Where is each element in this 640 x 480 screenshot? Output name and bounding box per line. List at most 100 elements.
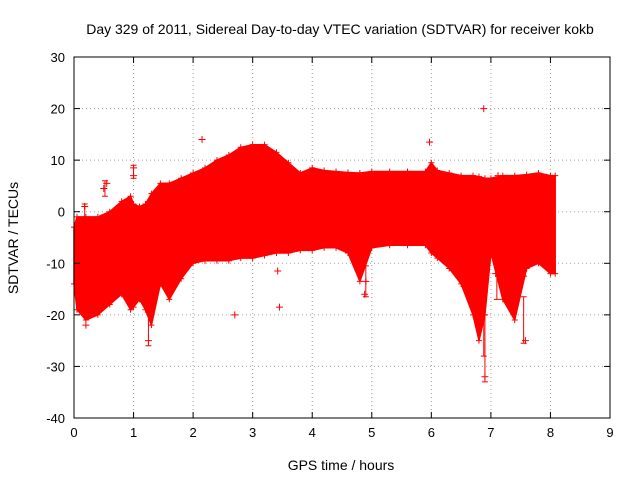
lower-edge-point [285, 249, 292, 256]
lower-edge-point [225, 257, 232, 264]
upper-edge-point [487, 175, 494, 182]
lower-edge-point [202, 257, 209, 264]
lower-edge-point [136, 296, 143, 303]
upper-edge-point [321, 167, 328, 174]
outlier-point [275, 303, 283, 311]
lower-edge-point [166, 296, 173, 303]
outlier-point [426, 138, 434, 146]
upper-edge-point [136, 203, 143, 210]
y-tick-label: -10 [46, 256, 65, 271]
lower-edge-point [94, 311, 101, 318]
lower-edge-point [127, 306, 134, 313]
lower-edge-point [148, 322, 155, 329]
upper-edge-point [535, 170, 542, 177]
upper-edge-point [297, 170, 304, 177]
error-bar [520, 296, 527, 344]
lower-edge-point [261, 252, 268, 259]
outlier-point [82, 321, 90, 329]
lower-edge-point [178, 275, 185, 282]
upper-edge-point [552, 172, 559, 179]
x-tick-label: 7 [487, 425, 494, 440]
lower-edge-point [237, 255, 244, 262]
lower-edge-point [404, 242, 411, 249]
upper-edge-point [511, 172, 518, 179]
outlier-point [274, 267, 282, 275]
outlier-point [520, 272, 528, 280]
upper-edge-point [523, 171, 530, 178]
upper-edge-point [368, 168, 375, 175]
outlier-point [81, 203, 89, 211]
lower-edge-point [333, 244, 340, 251]
y-tick-label: 20 [51, 102, 65, 117]
lower-edge-point [535, 260, 542, 267]
outlier-point [100, 185, 108, 193]
error-bar [481, 314, 488, 383]
upper-edge-point [237, 144, 244, 151]
y-tick-label: 30 [51, 50, 65, 65]
upper-edge-point [142, 200, 149, 207]
upper-edge-point [225, 151, 232, 158]
x-tick-label: 2 [189, 425, 196, 440]
x-tick-label: 8 [547, 425, 554, 440]
upper-edge-point [166, 180, 173, 187]
lower-edge-point [475, 337, 482, 344]
lower-edge-point [344, 249, 351, 256]
x-tick-label: 6 [428, 425, 435, 440]
outlier-point [480, 105, 488, 113]
upper-edge-point [82, 213, 89, 220]
upper-edge-point [118, 198, 125, 205]
outlier-point [103, 179, 111, 187]
outlier-point [362, 277, 370, 285]
data-series [71, 105, 559, 383]
lower-edge-point [470, 311, 477, 318]
lower-edge-point [552, 270, 559, 277]
lower-edge-point [458, 280, 465, 287]
outlier-point [521, 337, 529, 345]
lower-edge-point [309, 247, 316, 254]
upper-edge-point [475, 173, 482, 180]
chart-title: Day 329 of 2011, Sidereal Day-to-day VTE… [86, 21, 594, 37]
outlier-point [481, 373, 489, 381]
y-tick-label: -40 [46, 411, 65, 426]
upper-edge-point [404, 168, 411, 175]
outlier-point [144, 337, 152, 345]
lower-edge-point [368, 244, 375, 251]
upper-edge-point [73, 213, 80, 220]
lower-edge-point [523, 265, 530, 272]
x-tick-label: 5 [368, 425, 375, 440]
lower-edge-point [487, 249, 494, 256]
upper-edge-point [94, 213, 101, 220]
outlier-point [361, 290, 369, 298]
upper-edge-point [333, 168, 340, 175]
x-tick-label: 4 [309, 425, 316, 440]
outlier-point [492, 270, 500, 278]
x-tick-label: 0 [70, 425, 77, 440]
upper-edge-point [386, 168, 393, 175]
lower-edge-point [297, 247, 304, 254]
lower-edge-point [446, 265, 453, 272]
y-tick-label: -30 [46, 359, 65, 374]
outlier-point [198, 136, 206, 144]
lower-edge-point [273, 249, 280, 256]
lower-edge-point [130, 304, 137, 311]
error-bar [480, 293, 487, 357]
x-axis-label: GPS time / hours [288, 457, 395, 473]
upper-edge-point [458, 172, 465, 179]
y-tick-label: 0 [58, 205, 65, 220]
upper-edge-point [434, 167, 441, 174]
lower-edge-point [106, 301, 113, 308]
upper-edge-point [249, 141, 256, 148]
upper-edge-point [127, 193, 134, 200]
upper-edge-point [344, 169, 351, 176]
upper-edge-point [481, 175, 488, 182]
lower-edge-point [321, 244, 328, 251]
upper-edge-point [273, 149, 280, 156]
ticks: 0 1 2 3 4 5 6 7 8 9 -40 -30 -20 -10 0 10 20 30 [46, 50, 613, 440]
upper-edge-point [202, 164, 209, 171]
series-envelope [73, 143, 556, 342]
lower-edge-point [118, 291, 125, 298]
lower-edge-point [499, 296, 506, 303]
outlier-point [494, 172, 502, 180]
lower-edge-point [386, 242, 393, 249]
